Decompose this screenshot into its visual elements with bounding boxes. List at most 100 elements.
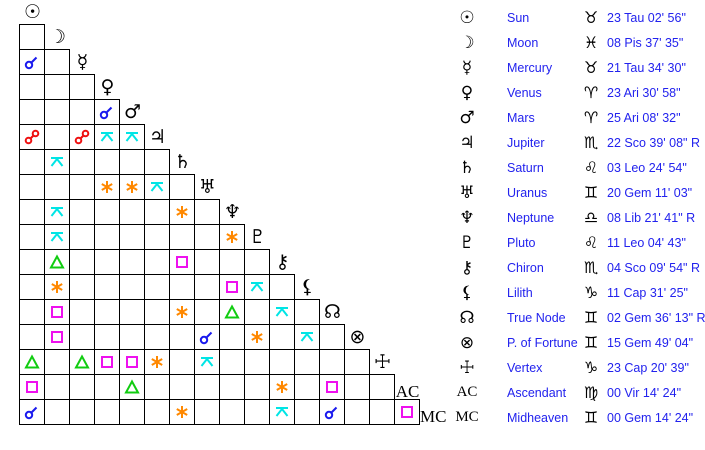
planet-row-vertex: ☩ Vertex ♑ 23 Cap 20' 39" [455, 355, 689, 380]
conjunction-icon [24, 54, 40, 70]
planet-row-neptune: ♆ Neptune ♎ 08 Lib 21' 41" R [455, 205, 695, 230]
zodiac-sign-icon: ♑ [583, 283, 599, 302]
aspect-cell [394, 399, 420, 425]
aspect-cell [319, 374, 345, 400]
glyph-jupiter-icon: ♃ [148, 126, 167, 148]
aspect-cell [219, 299, 245, 325]
aspect-cell [69, 299, 95, 325]
quincunx-icon [124, 129, 140, 145]
aspect-cell [269, 274, 295, 300]
aspect-cell [19, 374, 45, 400]
planet-row-pluto: ♇ Pluto ♌ 11 Leo 04' 43" [455, 230, 686, 255]
aspect-cell [119, 224, 145, 250]
aspect-cell [44, 224, 70, 250]
aspect-cell [69, 399, 95, 425]
planet-name: Uranus [507, 185, 548, 200]
square-icon [49, 329, 65, 345]
planet-position: 23 Cap 20' 39" [607, 360, 689, 375]
square-icon [49, 304, 65, 320]
aspect-cell [94, 274, 120, 300]
planet-name: Neptune [507, 210, 555, 225]
zodiac-sign-icon: ♈ [583, 83, 599, 102]
aspect-cell [119, 124, 145, 150]
aspect-cell [119, 399, 145, 425]
planet-position: 11 Leo 04' 43" [607, 235, 686, 250]
glyph-venus-icon: ♀ [100, 76, 115, 98]
mercury-icon: ☿ [461, 57, 473, 78]
zodiac-sign-icon: ♊ [583, 183, 599, 202]
planet-row-saturn: ♄ Saturn ♌ 03 Leo 24' 54" [455, 155, 686, 180]
aspect-cell [144, 349, 170, 375]
planet-position: 08 Lib 21' 41" R [607, 210, 696, 225]
true-node-icon: ☊ [459, 307, 475, 328]
aspect-cell [244, 249, 270, 275]
aspect-cell [19, 174, 45, 200]
glyph-moon-icon: ☽ [48, 26, 67, 48]
glyph-sun-icon: ☉ [23, 1, 42, 23]
aspect-cell [219, 249, 245, 275]
conjunction-icon [199, 329, 215, 345]
aspect-cell [19, 324, 45, 350]
trine-icon [224, 304, 240, 320]
aspect-cell [169, 249, 195, 275]
aspect-cell [219, 274, 245, 300]
sextile-icon [249, 329, 265, 345]
aspect-cell [194, 349, 220, 375]
aspect-cell [69, 224, 95, 250]
planet-name: Midheaven [507, 410, 569, 425]
planet-row-jupiter: ♃ Jupiter ♏ 22 Sco 39' 08" R [455, 130, 700, 155]
aspect-cell [144, 249, 170, 275]
planet-position: 21 Tau 34' 30" [607, 60, 686, 75]
aspect-cell [19, 74, 45, 100]
p-of-fortune-icon: ⊗ [459, 332, 475, 353]
aspect-cell [94, 174, 120, 200]
aspect-cell [244, 299, 270, 325]
planet-position: 20 Gem 11' 03" [607, 185, 693, 200]
quincunx-icon [149, 179, 165, 195]
aspect-cell [94, 324, 120, 350]
aspect-cell [169, 374, 195, 400]
aspect-cell [144, 274, 170, 300]
venus-icon: ♀ [460, 82, 474, 103]
aspect-cell [19, 99, 45, 125]
planet-name: Chiron [507, 260, 544, 275]
aspect-cell [44, 274, 70, 300]
planet-row-chiron: ⚷ Chiron ♏ 04 Sco 09' 54" R [455, 255, 700, 280]
aspect-cell [19, 49, 45, 75]
planet-row-p-of-fortune: ⊗ P. of Fortune ♊ 15 Gem 49' 04" [455, 330, 693, 355]
zodiac-sign-icon: ♉ [583, 8, 599, 27]
aspect-cell [169, 399, 195, 425]
aspect-cell [194, 199, 220, 225]
aspect-cell [69, 324, 95, 350]
lilith-icon: ⚸ [460, 282, 474, 303]
midheaven-icon: MC [455, 409, 479, 425]
zodiac-sign-icon: ♑ [583, 358, 599, 377]
glyph-ascendant-icon: AC [395, 382, 420, 401]
aspect-cell [294, 399, 320, 425]
quincunx-icon [249, 279, 265, 295]
aspect-cell [269, 399, 295, 425]
aspect-cell [169, 349, 195, 375]
vertex-icon: ☩ [459, 357, 475, 378]
glyph-p-of-fortune-icon: ⊗ [349, 326, 366, 348]
planet-position: 25 Ari 08' 32" [607, 110, 681, 125]
opposition-icon [24, 129, 40, 145]
planet-name: Saturn [507, 160, 544, 175]
aspect-cell [94, 199, 120, 225]
aspect-cell [44, 349, 70, 375]
aspect-cell [19, 149, 45, 175]
aspect-cell [69, 99, 95, 125]
aspect-cell [44, 49, 70, 75]
aspect-cell [169, 174, 195, 200]
aspect-cell [94, 374, 120, 400]
planet-row-ascendant: AC Ascendant ♍ 00 Vir 14' 24" [455, 380, 681, 405]
aspect-cell [244, 274, 270, 300]
aspect-cell [119, 199, 145, 225]
glyph-midheaven-icon: MC [420, 407, 447, 426]
planet-row-venus: ♀ Venus ♈ 23 Ari 30' 58" [455, 80, 681, 105]
aspect-cell [194, 324, 220, 350]
planet-position: 23 Ari 30' 58" [607, 85, 681, 100]
planet-name: Lilith [507, 285, 533, 300]
planet-name: Ascendant [507, 385, 567, 400]
aspect-cell [44, 124, 70, 150]
